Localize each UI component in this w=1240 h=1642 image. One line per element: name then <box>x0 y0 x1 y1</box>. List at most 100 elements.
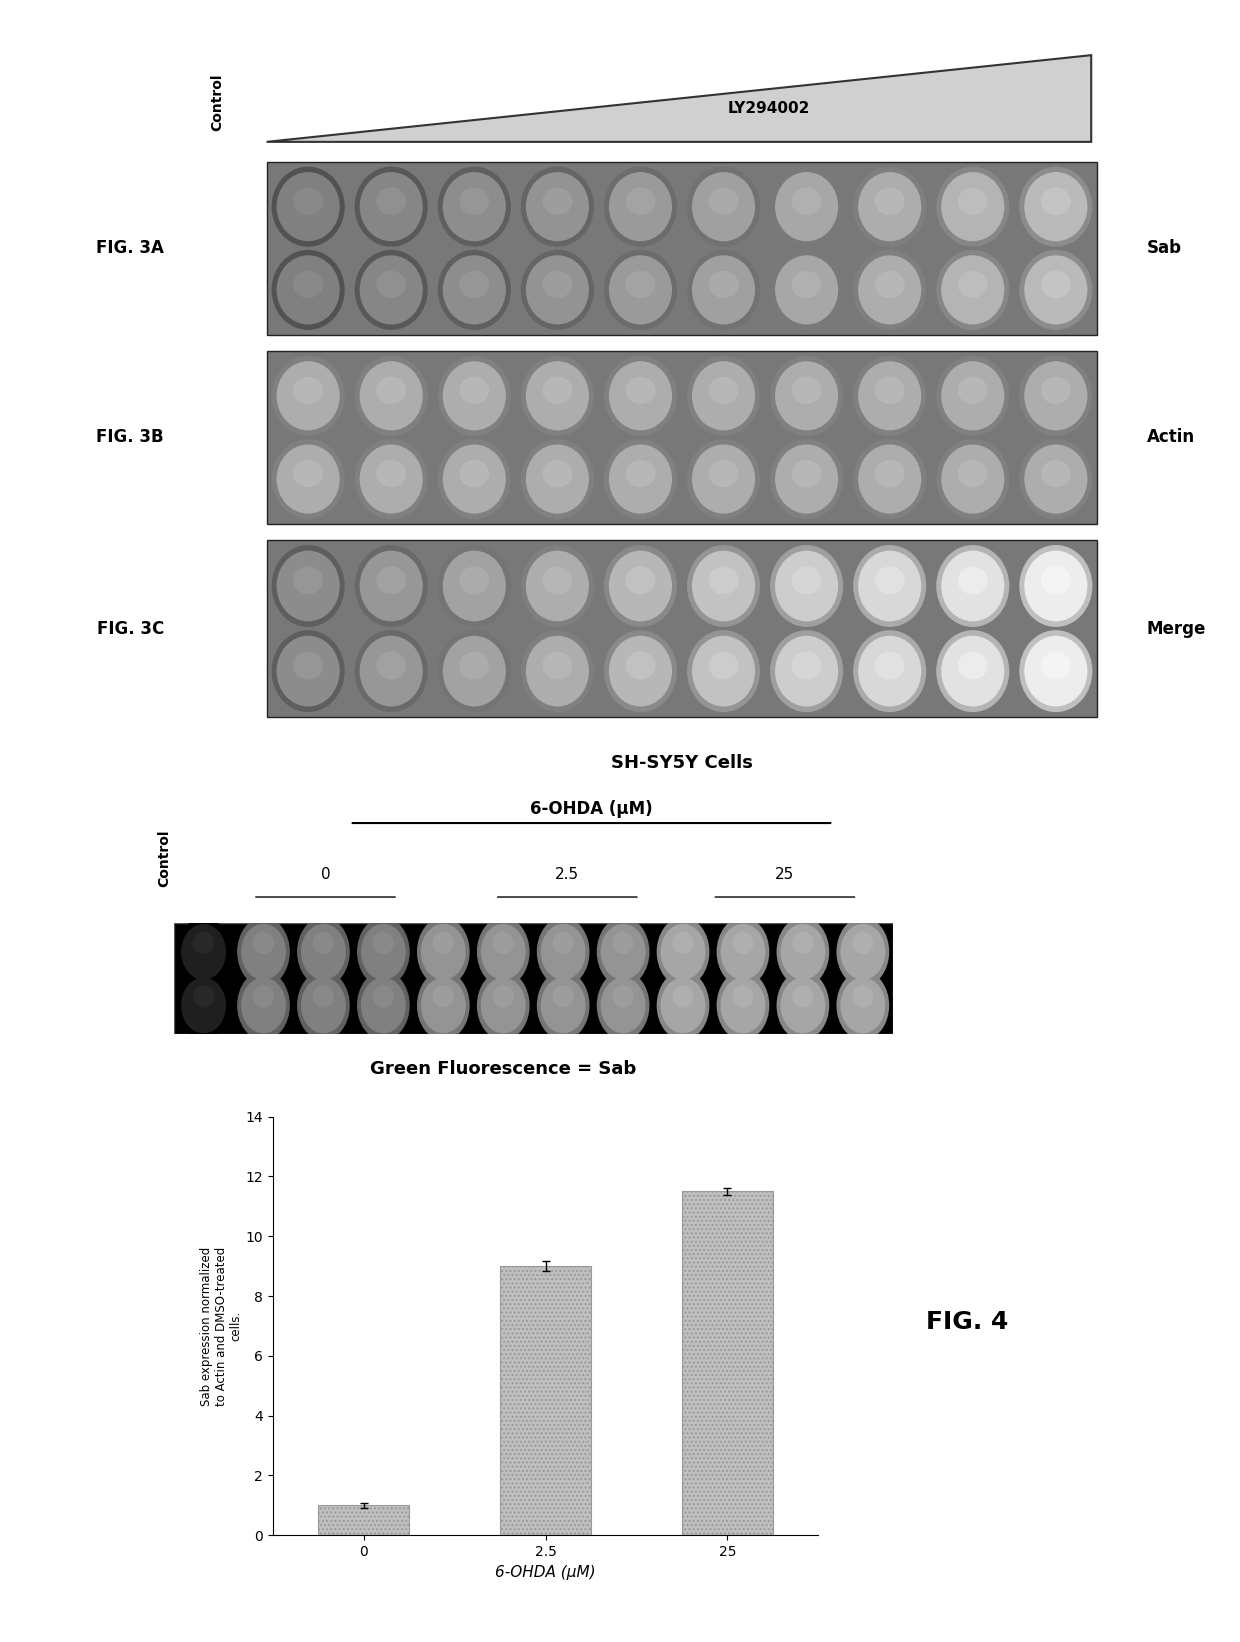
Text: Control: Control <box>210 74 224 131</box>
Ellipse shape <box>193 931 215 954</box>
Ellipse shape <box>438 250 511 330</box>
Text: Sab: Sab <box>1147 240 1182 258</box>
Ellipse shape <box>355 438 428 519</box>
Ellipse shape <box>858 361 921 430</box>
Ellipse shape <box>373 931 394 954</box>
Ellipse shape <box>775 550 838 621</box>
Text: FIG. 3A: FIG. 3A <box>97 240 164 258</box>
Ellipse shape <box>420 977 466 1033</box>
Text: 25: 25 <box>775 867 795 882</box>
Ellipse shape <box>312 985 334 1008</box>
Ellipse shape <box>537 918 589 987</box>
Ellipse shape <box>293 271 324 299</box>
Ellipse shape <box>1040 271 1071 299</box>
Ellipse shape <box>293 652 324 680</box>
Text: Merge: Merge <box>1147 619 1207 637</box>
Ellipse shape <box>941 361 1004 430</box>
Ellipse shape <box>936 631 1009 713</box>
Ellipse shape <box>1019 250 1092 330</box>
Ellipse shape <box>459 271 490 299</box>
Ellipse shape <box>443 172 506 241</box>
Ellipse shape <box>420 924 466 980</box>
Ellipse shape <box>661 924 706 980</box>
Ellipse shape <box>708 187 739 215</box>
Ellipse shape <box>657 970 709 1039</box>
Ellipse shape <box>661 977 706 1033</box>
Ellipse shape <box>477 918 529 987</box>
Ellipse shape <box>936 356 1009 435</box>
Ellipse shape <box>272 545 345 627</box>
Ellipse shape <box>791 460 822 488</box>
Ellipse shape <box>459 376 490 404</box>
Ellipse shape <box>312 931 334 954</box>
Ellipse shape <box>841 924 885 980</box>
Ellipse shape <box>492 985 513 1008</box>
Ellipse shape <box>293 376 324 404</box>
Ellipse shape <box>541 924 585 980</box>
Ellipse shape <box>770 631 843 713</box>
Ellipse shape <box>791 566 822 594</box>
Ellipse shape <box>253 985 274 1008</box>
Ellipse shape <box>477 970 529 1039</box>
Ellipse shape <box>770 438 843 519</box>
Ellipse shape <box>775 635 838 706</box>
Ellipse shape <box>481 924 526 980</box>
Ellipse shape <box>360 361 423 430</box>
Ellipse shape <box>443 550 506 621</box>
Ellipse shape <box>625 460 656 488</box>
Ellipse shape <box>853 250 926 330</box>
Ellipse shape <box>941 635 1004 706</box>
Ellipse shape <box>604 438 677 519</box>
Ellipse shape <box>717 918 769 987</box>
Ellipse shape <box>301 924 346 980</box>
Ellipse shape <box>1024 635 1087 706</box>
Ellipse shape <box>687 545 760 627</box>
Text: FIG. 4: FIG. 4 <box>926 1310 1008 1333</box>
Y-axis label: Sab expression normalized
to Actin and DMSO-treated
cells.: Sab expression normalized to Actin and D… <box>200 1246 243 1406</box>
Ellipse shape <box>780 977 826 1033</box>
Ellipse shape <box>433 985 454 1008</box>
Ellipse shape <box>625 271 656 299</box>
Ellipse shape <box>941 172 1004 241</box>
Ellipse shape <box>542 652 573 680</box>
Ellipse shape <box>692 550 755 621</box>
Ellipse shape <box>293 566 324 594</box>
Ellipse shape <box>492 931 513 954</box>
Ellipse shape <box>376 187 407 215</box>
Ellipse shape <box>1040 187 1071 215</box>
Ellipse shape <box>376 460 407 488</box>
Ellipse shape <box>957 271 988 299</box>
Ellipse shape <box>708 652 739 680</box>
Ellipse shape <box>355 166 428 246</box>
Ellipse shape <box>858 550 921 621</box>
Ellipse shape <box>936 545 1009 627</box>
Ellipse shape <box>609 255 672 325</box>
Text: FIG. 3B: FIG. 3B <box>97 429 164 447</box>
Text: LY294002: LY294002 <box>728 102 810 117</box>
Ellipse shape <box>272 356 345 435</box>
Ellipse shape <box>443 255 506 325</box>
Ellipse shape <box>542 376 573 404</box>
Ellipse shape <box>417 918 470 987</box>
Ellipse shape <box>1040 376 1071 404</box>
Ellipse shape <box>957 460 988 488</box>
Ellipse shape <box>837 918 889 987</box>
Ellipse shape <box>874 187 905 215</box>
Ellipse shape <box>687 250 760 330</box>
Ellipse shape <box>1019 356 1092 435</box>
Ellipse shape <box>293 460 324 488</box>
Ellipse shape <box>272 250 345 330</box>
Ellipse shape <box>360 172 423 241</box>
Ellipse shape <box>957 187 988 215</box>
Ellipse shape <box>1040 460 1071 488</box>
Ellipse shape <box>355 356 428 435</box>
Ellipse shape <box>853 631 926 713</box>
Ellipse shape <box>858 635 921 706</box>
Ellipse shape <box>355 545 428 627</box>
Ellipse shape <box>770 545 843 627</box>
Ellipse shape <box>459 652 490 680</box>
Ellipse shape <box>733 985 754 1008</box>
Ellipse shape <box>542 187 573 215</box>
Ellipse shape <box>625 187 656 215</box>
Ellipse shape <box>717 970 769 1039</box>
